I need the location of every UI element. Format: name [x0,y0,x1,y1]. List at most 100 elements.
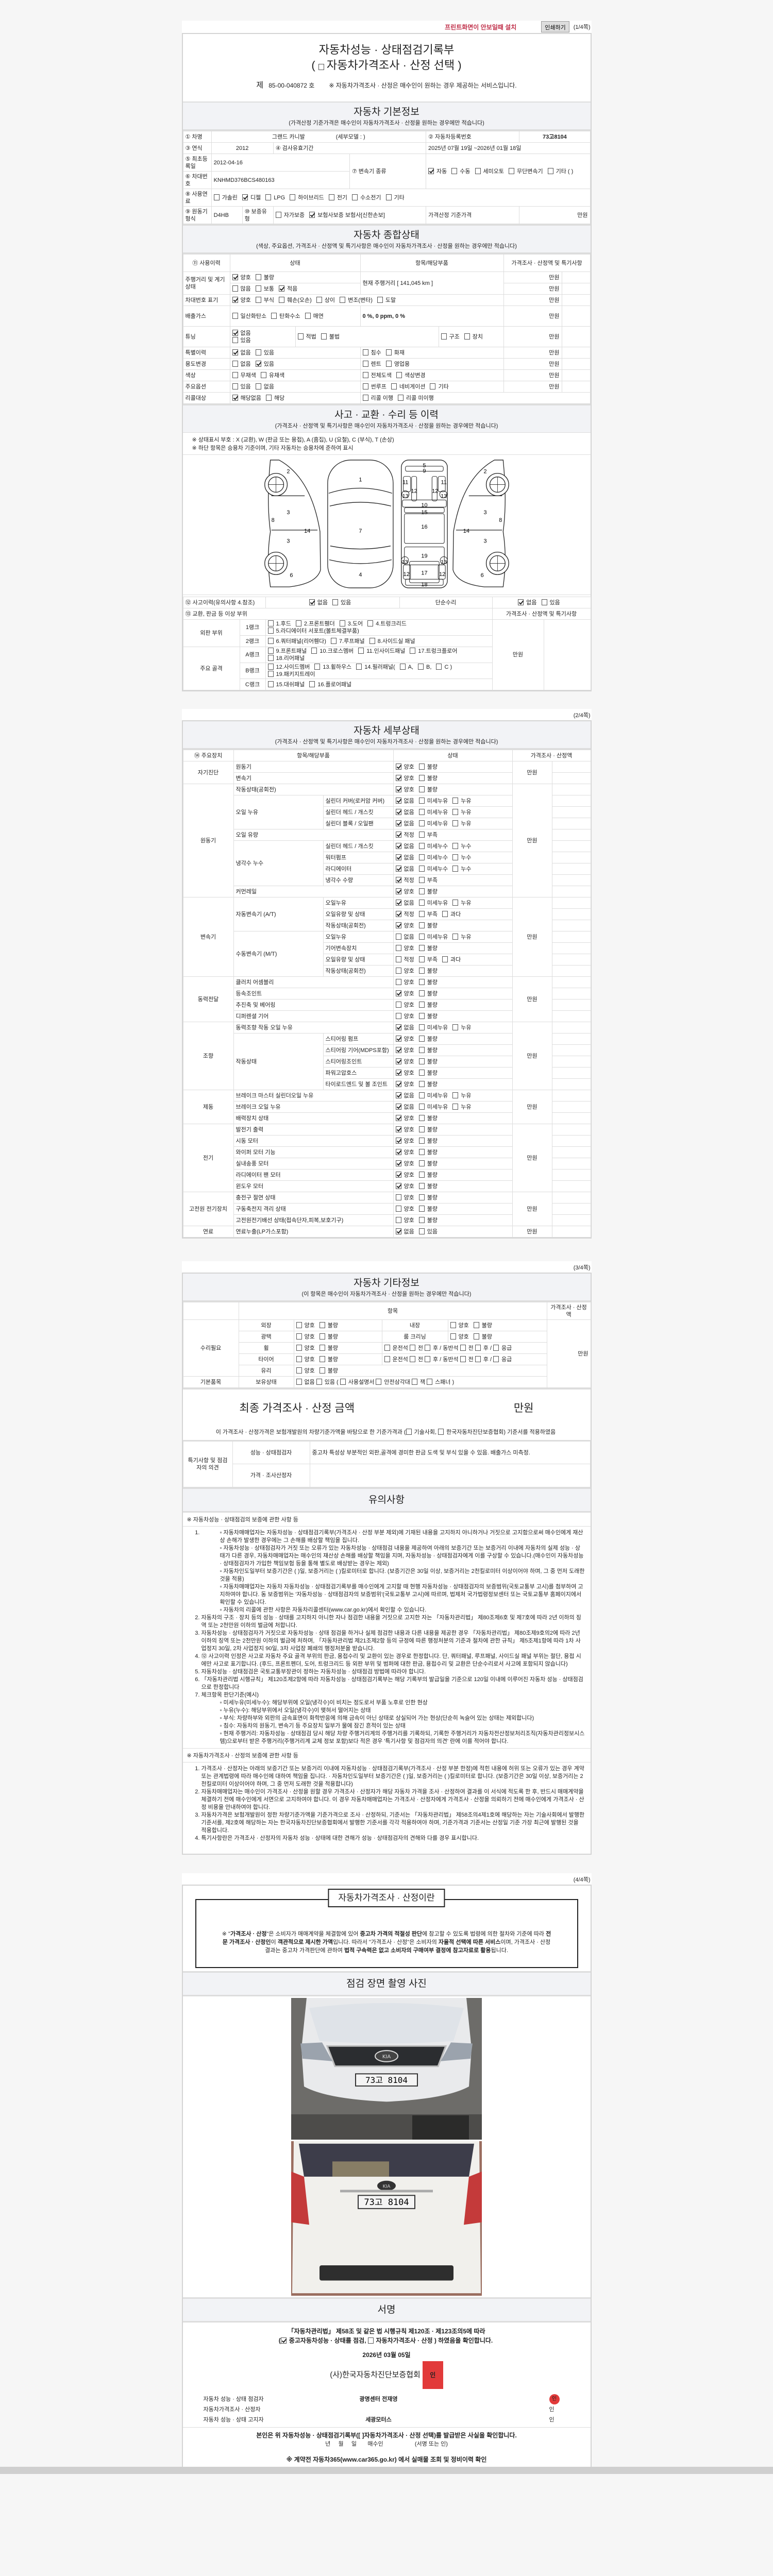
checkbox-option[interactable]: 불량 [418,1001,438,1009]
checkbox-option[interactable]: 불량 [418,1194,438,1201]
checkbox[interactable] [321,333,327,340]
checkbox[interactable] [385,349,392,355]
checked-checkbox[interactable] [395,1080,401,1087]
checkbox-option[interactable]: 자가보증 [275,211,305,219]
checkbox-option[interactable]: 누유 [452,820,471,827]
checkbox-option[interactable]: 양호 [395,944,414,952]
checkbox[interactable] [377,296,383,303]
checkbox[interactable] [260,371,266,378]
checkbox[interactable] [473,1333,479,1340]
checked-checkbox[interactable] [395,922,401,928]
checkbox-option[interactable]: 9.프론트패널 [267,648,307,655]
checkbox-option[interactable]: 불량 [418,1046,438,1054]
checkbox[interactable] [418,910,425,917]
checkbox-option[interactable]: 없음 [395,1092,414,1099]
checkbox[interactable] [267,681,274,687]
checkbox-option[interactable]: 침수 [362,349,381,357]
checkbox[interactable] [271,312,277,319]
checkbox[interactable] [475,1355,481,1362]
checkbox[interactable] [418,1137,425,1144]
checkbox[interactable] [255,296,261,303]
checked-checkbox[interactable] [395,1137,401,1144]
checkbox-option[interactable]: 없음 [309,599,328,606]
checkbox-option[interactable]: 불량 [319,1344,338,1352]
checked-checkbox[interactable] [395,1171,401,1178]
checkbox-option[interactable]: 불량 [418,1160,438,1167]
checked-checkbox[interactable] [309,599,315,605]
checkbox-option[interactable]: 기타 ( ) [547,167,573,175]
checkbox[interactable] [452,854,459,860]
checkbox[interactable] [418,1160,425,1166]
checked-checkbox[interactable] [395,888,401,894]
checkbox-option[interactable]: 수소전기 [352,194,381,201]
checkbox-option[interactable]: 양호 [395,786,414,793]
checked-checkbox[interactable] [395,1182,401,1189]
checkbox-option[interactable]: 보통 [255,285,274,293]
checkbox-option[interactable]: 1.후드 [267,620,291,628]
checkbox-option[interactable]: 전 [460,1355,474,1363]
checkbox[interactable] [452,933,459,940]
checkbox-option[interactable]: 부족 [418,956,438,963]
checkbox[interactable] [541,599,547,605]
checked-checkbox[interactable] [242,194,248,200]
checkbox-option[interactable]: 양호 [395,1216,414,1224]
checkbox-option[interactable]: 미세누수 [418,842,448,850]
checkbox[interactable] [418,865,425,872]
checkbox-option[interactable]: 후 / 동반석 [425,1344,459,1352]
checked-checkbox[interactable] [395,1160,401,1166]
checkbox-option[interactable]: 양호 [450,1333,469,1341]
checkbox[interactable] [319,1344,325,1351]
checkbox[interactable] [255,285,261,292]
checkbox-option[interactable]: 불량 [319,1333,338,1341]
checkbox[interactable] [255,274,261,280]
checkbox[interactable] [418,774,425,781]
checkbox[interactable] [509,167,515,174]
print-install-link[interactable]: 프린트화면이 안보일때 설치 [445,23,517,31]
checkbox-option[interactable]: 누수 [452,854,471,861]
checked-checkbox[interactable] [395,786,401,792]
checked-checkbox[interactable] [395,1114,401,1121]
checkbox[interactable] [418,899,425,906]
checkbox[interactable] [395,978,401,985]
checkbox[interactable] [362,394,368,401]
checked-checkbox[interactable] [395,774,401,781]
checkbox-option[interactable]: LPG [265,194,285,201]
checkbox-option[interactable]: 탄화수소 [271,312,300,320]
checked-checkbox[interactable] [395,1126,401,1132]
checkbox[interactable] [395,1012,401,1019]
checkbox[interactable] [418,922,425,928]
checked-checkbox[interactable] [395,1069,401,1076]
checkbox-option[interactable]: 불량 [418,1012,438,1020]
checkbox[interactable] [547,167,553,174]
checkbox[interactable] [425,1355,430,1362]
checkbox-option[interactable]: 전기 [328,194,347,201]
checkbox-option[interactable]: 누유 [452,808,471,816]
checkbox-option[interactable]: 양호 [395,922,414,929]
checkbox-option[interactable]: 무채색 [232,371,256,379]
checkbox-option[interactable]: 양호 [395,1001,414,1009]
checked-checkbox[interactable] [395,865,401,872]
checkbox[interactable] [418,854,425,860]
checkbox[interactable] [395,1194,401,1200]
checkbox-option[interactable]: 변조(변타) [340,296,373,304]
checkbox-option[interactable]: C ) [436,664,452,671]
checkbox-option[interactable]: 색상변경 [396,371,425,379]
checkbox-option[interactable]: 양호 [395,1194,414,1201]
checkbox[interactable] [367,620,374,626]
checkbox-option[interactable]: 누수 [452,865,471,873]
checkbox-option[interactable]: 세미오토 [475,167,504,175]
checkbox-option[interactable]: 불량 [418,978,438,986]
checkbox[interactable] [418,1148,425,1155]
checkbox[interactable] [418,1058,425,1064]
checkbox[interactable] [232,336,238,343]
checkbox-option[interactable]: 운전석 [384,1355,408,1363]
checked-checkbox[interactable] [395,842,401,849]
checkbox-option[interactable]: 응급 [493,1344,512,1352]
checkbox[interactable] [418,1080,425,1087]
checkbox[interactable] [265,394,272,401]
checkbox-option[interactable]: 누유 [452,1092,471,1099]
checkbox-option[interactable]: 불량 [473,1321,492,1329]
checkbox[interactable] [411,1378,417,1385]
checkbox-option[interactable]: 적정 [395,831,414,839]
checkbox[interactable] [305,312,311,319]
